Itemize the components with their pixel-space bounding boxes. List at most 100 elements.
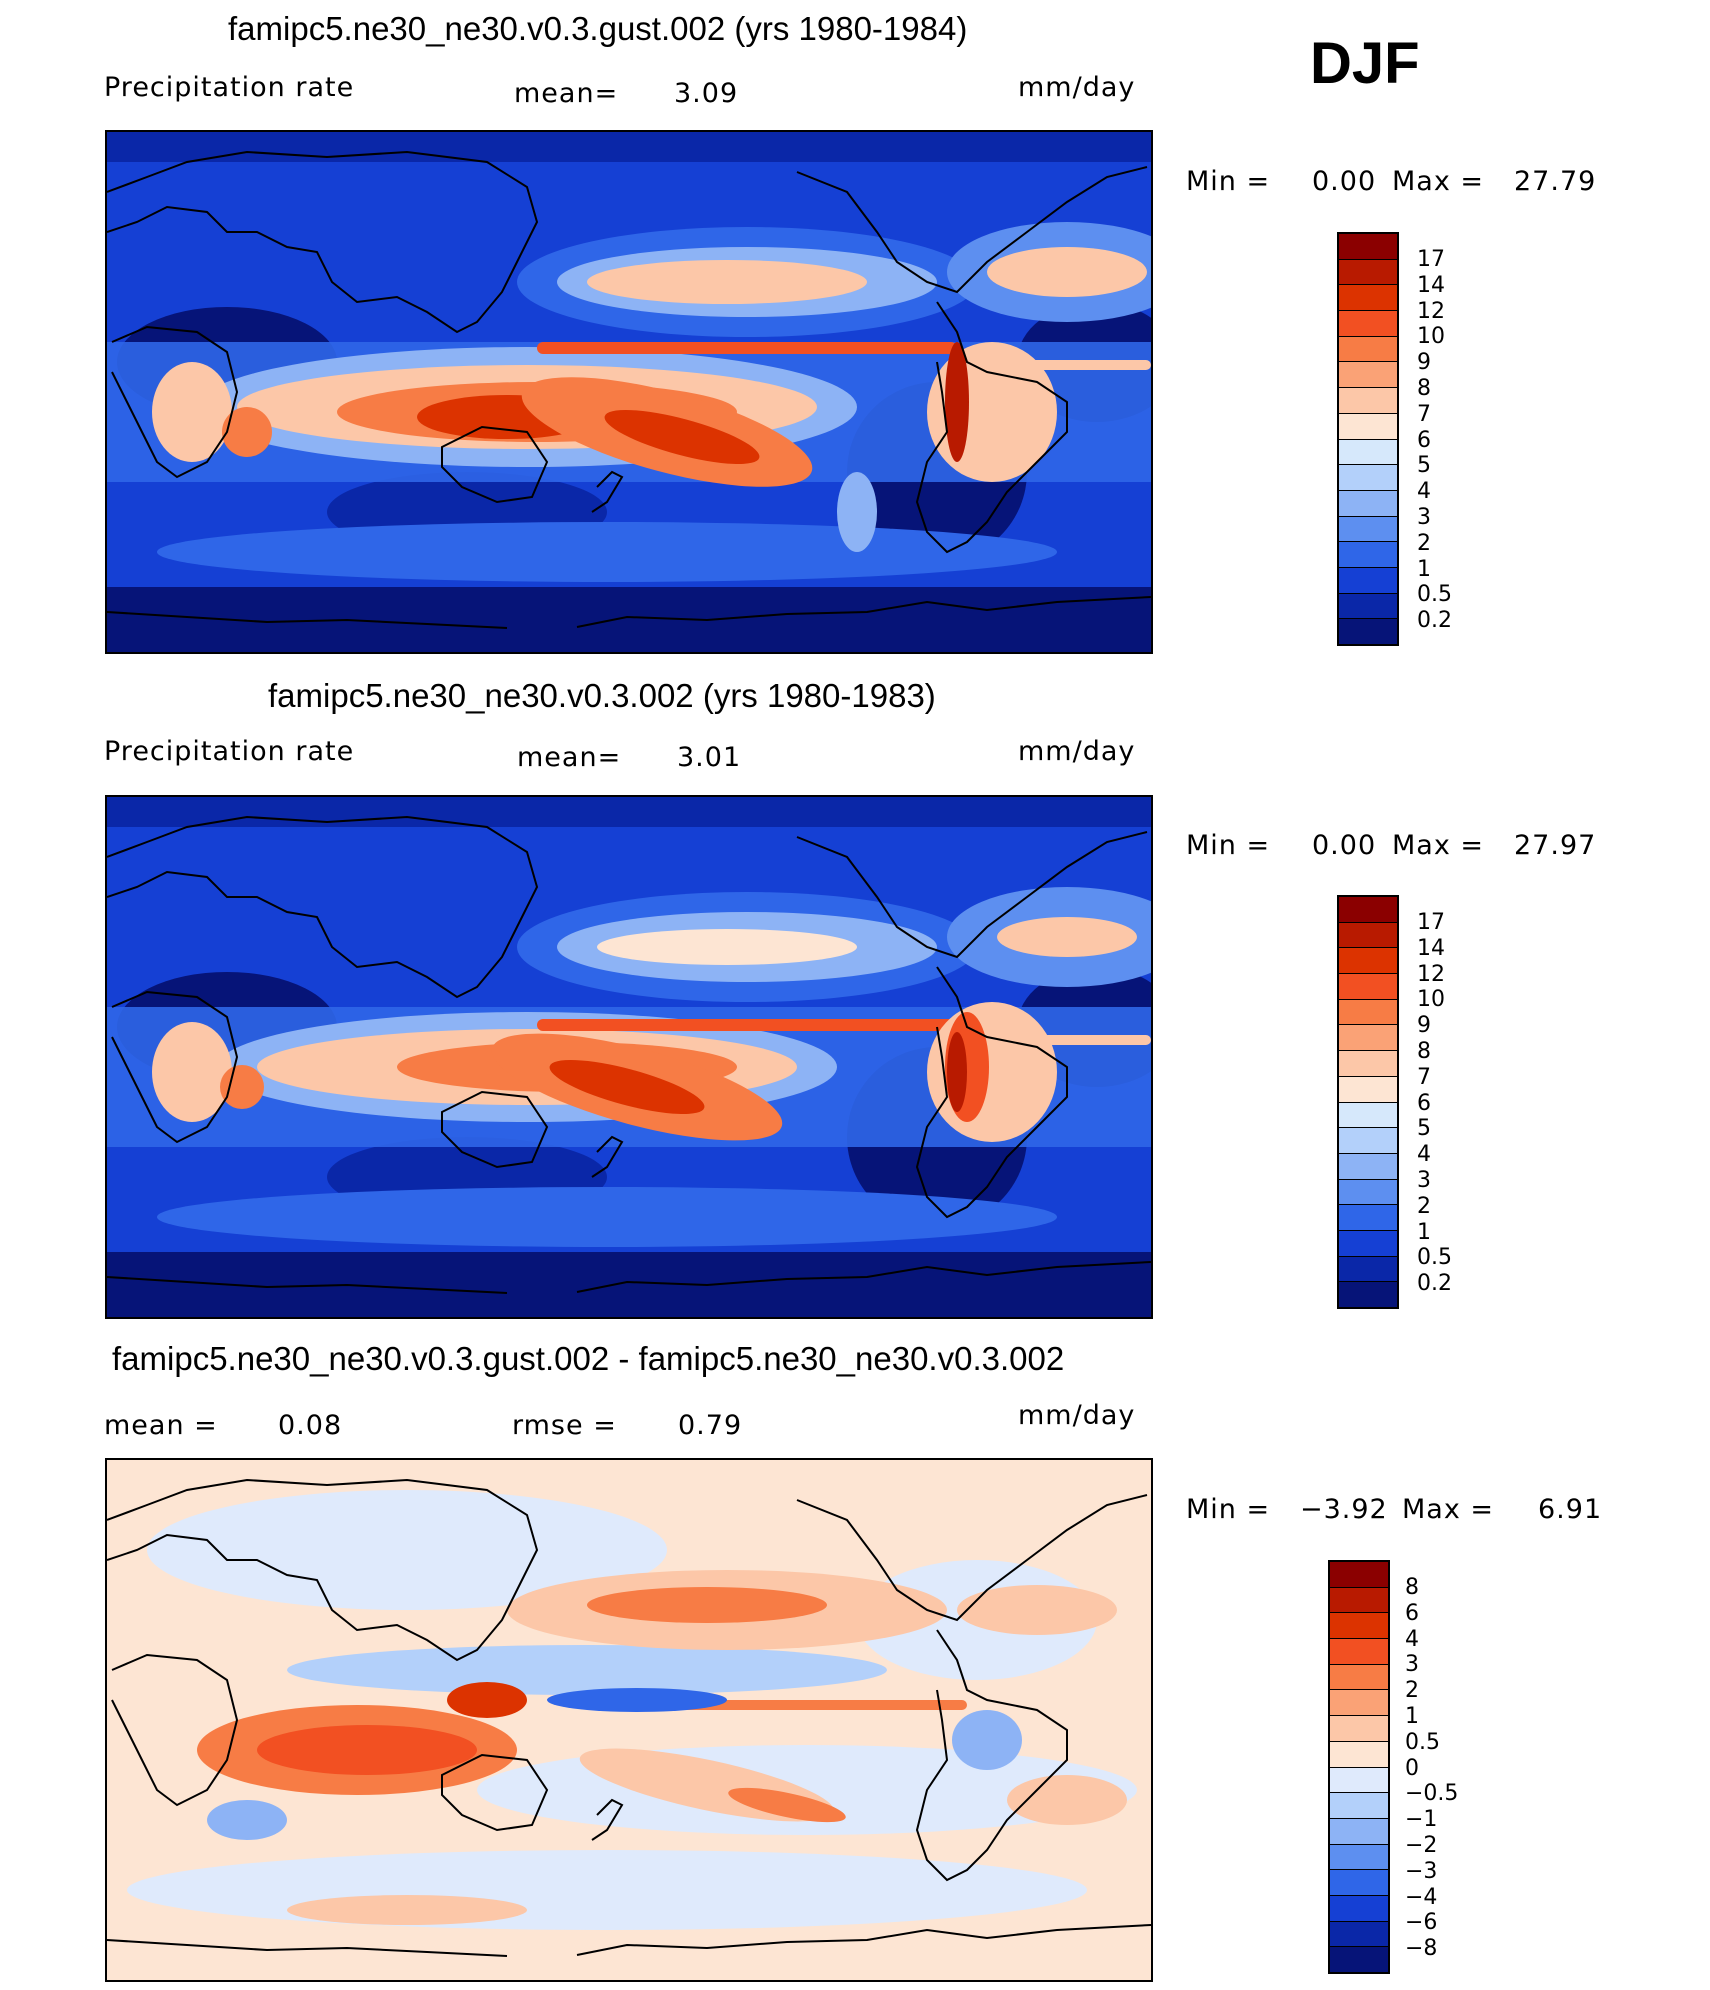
colorbar-tick-label: 6 [1417,427,1431,453]
colorbar-tick-label: 14 [1417,935,1445,961]
panel2-precip-map [105,795,1153,1319]
colorbar-tick-label: 3 [1405,1652,1419,1678]
colorbar-swatch [1330,1767,1388,1794]
panel3-rmse-value: 0.79 [678,1410,743,1441]
colorbar-swatch [1339,619,1397,644]
colorbar-tick-label: 0.5 [1417,582,1452,608]
panel3-units: mm/day [1018,1400,1136,1431]
colorbar-tick-label: 7 [1417,1064,1431,1090]
panel2-units: mm/day [1018,736,1136,767]
panel3-max-value: 6.91 [1538,1494,1603,1525]
colorbar-tick-label: 8 [1405,1575,1419,1600]
panel1-min-value: 0.00 [1312,166,1377,197]
panel1-title: famipc5.ne30_ne30.v0.3.gust.002 (yrs 198… [228,10,968,47]
colorbar-swatch [1330,1587,1388,1614]
colorbar-tick-label: 6 [1405,1600,1419,1626]
panel2-colorbar [1337,895,1399,1309]
panel2-colorbar-ticks: 17 14 12 10 9 8 7 6 5 4 3 2 1 0.5 0.2 [1417,910,1452,1297]
panel3-min-value: −3.92 [1300,1494,1388,1525]
colorbar-swatch [1339,311,1397,337]
colorbar-swatch [1339,542,1397,568]
colorbar-tick-label: 1 [1405,1703,1419,1729]
colorbar-tick-label: 17 [1417,247,1445,272]
colorbar-swatch [1339,1256,1397,1283]
colorbar-tick-label: −0.5 [1405,1781,1459,1807]
panel2-variable-label: Precipitation rate [104,736,355,767]
panel3-colorbar-ticks: 8 6 4 3 2 1 0.5 0 −0.5 −1 −2 −3 −4 −6 −8 [1405,1575,1458,1962]
panel1-precip-map [105,130,1153,654]
colorbar-tick-label: −3 [1405,1858,1438,1884]
colorbar-swatch [1339,1102,1397,1129]
colorbar-tick-label: 14 [1417,272,1445,298]
colorbar-tick-label: 0.2 [1417,608,1452,634]
colorbar-tick-label: 4 [1405,1626,1419,1652]
panel3-colorbar [1328,1560,1390,1974]
panel1-mean-value: 3.09 [674,78,739,109]
colorbar-swatch [1330,1818,1388,1845]
colorbar-swatch [1330,1690,1388,1717]
colorbar-tick-label: 10 [1417,324,1445,350]
colorbar-swatch [1339,234,1397,260]
panel1-units: mm/day [1018,72,1136,103]
panel1-max-value: 27.79 [1514,166,1597,197]
colorbar-tick-label: 4 [1417,479,1431,505]
colorbar-swatch [1339,897,1397,923]
panel1-variable-label: Precipitation rate [104,72,355,103]
colorbar-tick-label: 12 [1417,298,1445,324]
colorbar-tick-label: 3 [1417,504,1431,530]
panel1-min-label: Min = [1186,166,1271,197]
colorbar-tick-label: 2 [1417,1193,1431,1219]
panel2-title: famipc5.ne30_ne30.v0.3.002 (yrs 1980-198… [268,677,936,714]
colorbar-tick-label: 10 [1417,987,1445,1013]
colorbar-swatch [1330,1664,1388,1691]
colorbar-swatch [1339,336,1397,363]
panel1-colorbar [1337,232,1399,646]
colorbar-tick-label: 8 [1417,1038,1431,1064]
colorbar-swatch [1339,999,1397,1026]
colorbar-swatch [1330,1921,1388,1948]
panel1-colorbar-ticks: 17 14 12 10 9 8 7 6 5 4 3 2 1 0.5 0.2 [1417,247,1452,634]
colorbar-swatch [1339,1025,1397,1052]
colorbar-tick-label: 3 [1417,1167,1431,1193]
colorbar-swatch [1330,1716,1388,1742]
panel3-difference-map [105,1458,1153,1982]
colorbar-tick-label: 17 [1417,910,1445,935]
colorbar-swatch [1339,490,1397,517]
colorbar-tick-label: −1 [1405,1807,1438,1833]
colorbar-swatch [1339,1128,1397,1154]
colorbar-tick-label: 9 [1417,1013,1431,1039]
panel2-max-label: Max = [1392,830,1485,861]
panel2-min-value: 0.00 [1312,830,1377,861]
colorbar-tick-label: 0 [1405,1755,1419,1781]
colorbar-tick-label: 2 [1405,1678,1419,1704]
colorbar-tick-label: 1 [1417,1219,1431,1245]
colorbar-tick-label: 0.5 [1405,1729,1440,1755]
panel3-min-label: Min = [1186,1494,1271,1525]
colorbar-tick-label: 7 [1417,401,1431,427]
colorbar-tick-label: −8 [1405,1936,1438,1962]
season-label: DJF [1310,31,1420,96]
colorbar-tick-label: 5 [1417,1116,1431,1142]
colorbar-swatch [1330,1793,1388,1819]
colorbar-swatch [1339,1179,1397,1206]
colorbar-swatch [1339,516,1397,543]
colorbar-swatch [1339,1076,1397,1103]
panel3-rmse-label: rmse = [512,1410,617,1441]
panel2-mean-label: mean= [517,742,622,773]
panel3-mean-label: mean = [104,1410,218,1441]
colorbar-swatch [1339,974,1397,1000]
colorbar-swatch [1339,439,1397,466]
colorbar-swatch [1339,922,1397,949]
colorbar-swatch [1339,1051,1397,1077]
colorbar-swatch [1330,1741,1388,1768]
colorbar-swatch [1339,413,1397,440]
colorbar-swatch [1330,1870,1388,1896]
colorbar-swatch [1339,948,1397,975]
colorbar-swatch [1330,1947,1388,1972]
panel1-mean-label: mean= [514,78,619,109]
colorbar-swatch [1339,465,1397,491]
colorbar-tick-label: −2 [1405,1832,1438,1858]
colorbar-tick-label: −6 [1405,1910,1438,1936]
colorbar-swatch [1339,1230,1397,1257]
colorbar-swatch [1330,1895,1388,1922]
